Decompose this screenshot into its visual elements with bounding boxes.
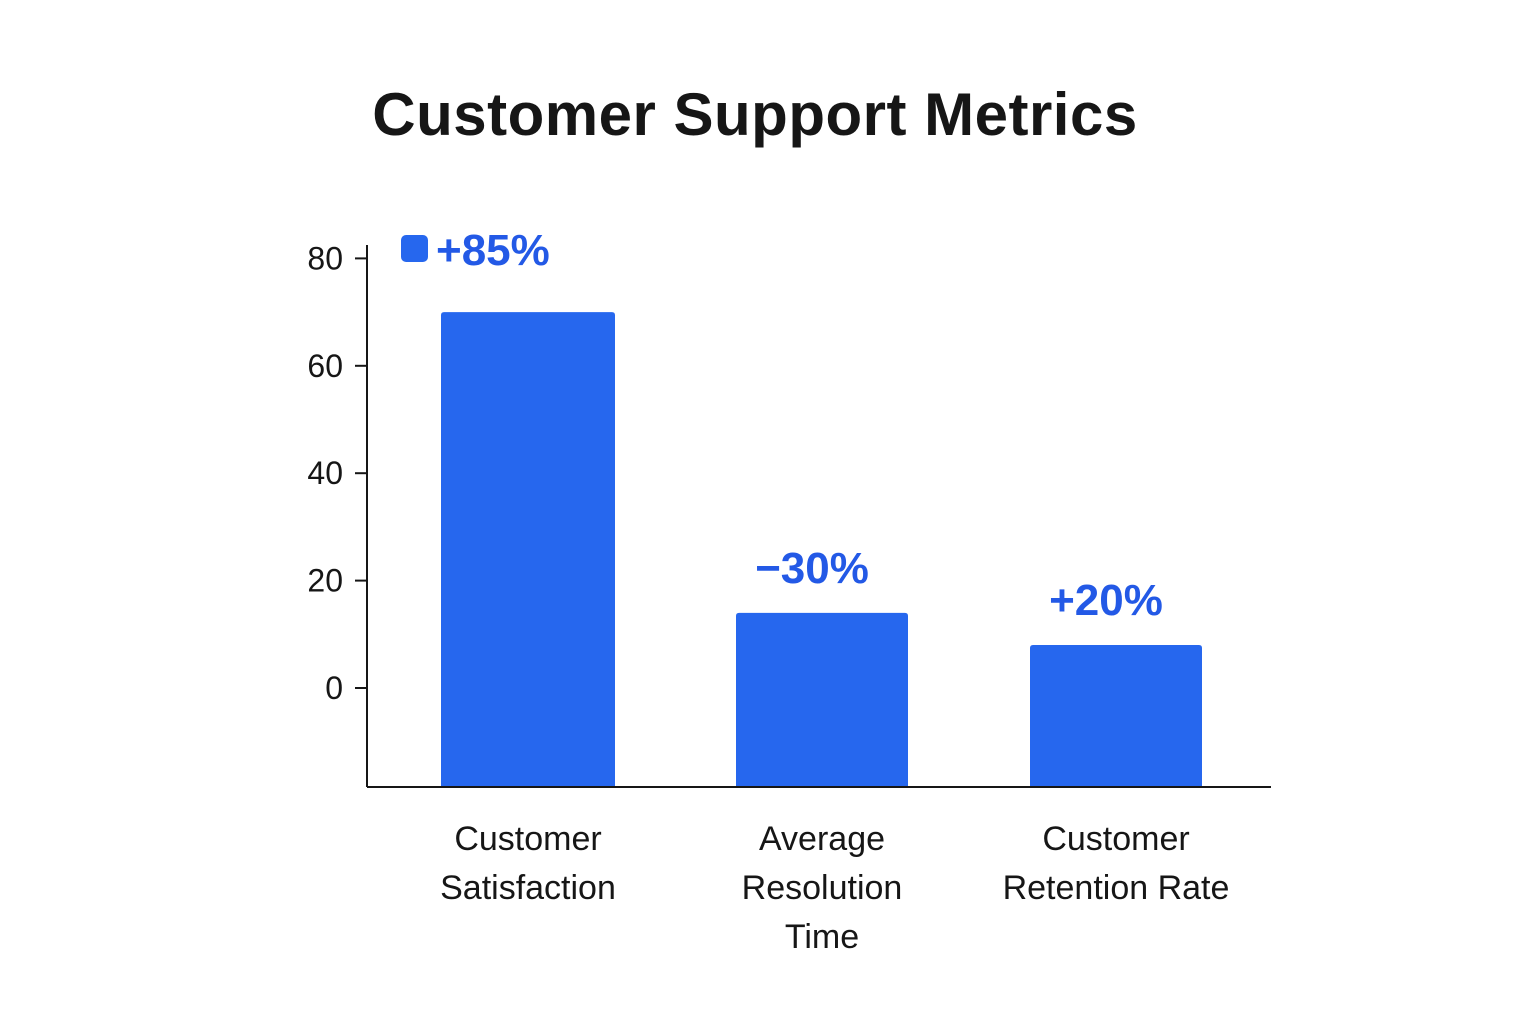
y-tick-label: 40 — [307, 455, 343, 491]
category-label-line: Retention Rate — [1003, 869, 1230, 907]
bars — [441, 312, 1202, 787]
y-tick-label: 80 — [307, 240, 343, 276]
y-tick-label: 0 — [325, 670, 343, 706]
legend — [401, 235, 428, 262]
category-label-line: Resolution — [742, 869, 903, 907]
x-axis-labels: Customer Satisfaction Average Resolution Tim… — [440, 820, 1229, 956]
axes — [366, 245, 1271, 788]
data-label: +20% — [1049, 576, 1163, 625]
bar — [1030, 645, 1202, 787]
y-tick-label: 60 — [307, 348, 343, 384]
category-label-line: Satisfaction — [440, 869, 616, 907]
y-tick-label: 20 — [307, 563, 343, 599]
category-label-line: Time — [785, 918, 859, 956]
chart-title: Customer Support Metrics — [372, 81, 1138, 148]
category-label: Customer Satisfaction — [440, 820, 616, 907]
category-label-line: Average — [759, 820, 885, 858]
data-label: +85% — [436, 226, 550, 275]
data-label: −30% — [755, 544, 869, 593]
category-label-line: Customer — [1042, 820, 1189, 858]
y-axis-ticks: 0 20 40 60 80 — [307, 240, 367, 706]
legend-swatch — [401, 235, 428, 262]
bar — [736, 612, 908, 787]
bar — [441, 312, 615, 787]
category-label: Average Resolution Time — [742, 820, 903, 956]
data-labels: +85% −30% +20% — [436, 226, 1163, 625]
category-label-line: Customer — [454, 820, 601, 858]
category-label: Customer Retention Rate — [1003, 820, 1230, 907]
